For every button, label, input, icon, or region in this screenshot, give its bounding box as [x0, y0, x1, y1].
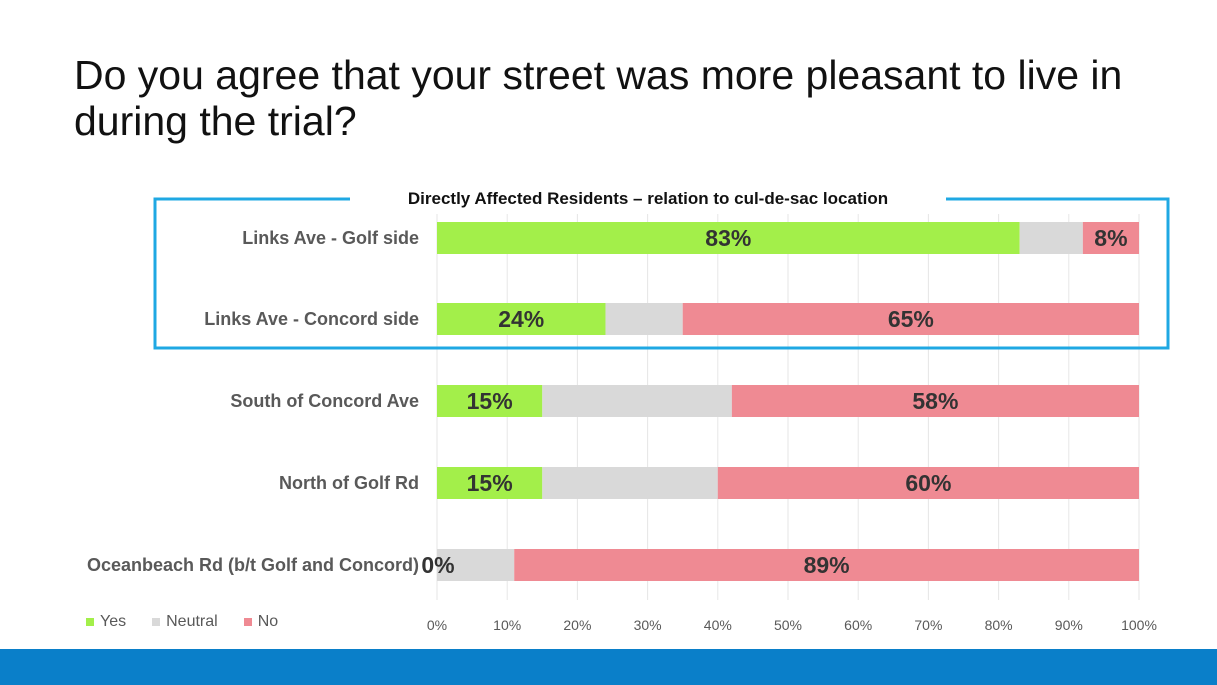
stacked-bar-chart: Directly Affected Residents – relation t… [86, 186, 1170, 633]
bar-segment-no [717, 467, 1139, 499]
bar-segment-neutral [542, 467, 718, 499]
bar-segment-no [682, 303, 1139, 335]
x-tick-label: 40% [704, 617, 732, 633]
data-label-no: 60% [905, 470, 951, 496]
legend-item-no: No [243, 613, 279, 631]
legend-label-neutral: Neutral [166, 613, 218, 630]
bar-segment-yes [437, 385, 543, 417]
group-box-label-backdrop [350, 186, 946, 210]
bar-segment-yes [437, 303, 606, 335]
category-label: North of Golf Rd [279, 473, 419, 493]
slide-title: Do you agree that your street was more p… [74, 52, 1123, 144]
data-label-yes: 0% [421, 552, 454, 578]
data-label-no: 89% [804, 552, 850, 578]
x-tick-label: 20% [563, 617, 591, 633]
legend-swatch-yes [86, 618, 94, 626]
x-tick-label: 80% [985, 617, 1013, 633]
x-tick-label: 70% [914, 617, 942, 633]
data-label-yes: 15% [467, 470, 513, 496]
group-box: Directly Affected Residents – relation t… [153, 186, 1170, 350]
bar-segment-no [514, 549, 1139, 581]
x-tick-label: 50% [774, 617, 802, 633]
bar-segment-no [731, 385, 1139, 417]
bar-segment-yes [437, 222, 1020, 254]
data-label-yes: 83% [705, 225, 751, 251]
x-tick-label: 90% [1055, 617, 1083, 633]
category-label: Oceanbeach Rd (b/t Golf and Concord) [87, 555, 419, 575]
legend-item-neutral: Neutral [152, 613, 218, 631]
bar-segment-no [1082, 222, 1139, 254]
x-tick-label: 100% [1121, 617, 1157, 633]
x-tick-label: 0% [427, 617, 447, 633]
data-label-no: 65% [888, 306, 934, 332]
x-tick-label: 30% [634, 617, 662, 633]
bars [437, 222, 1139, 581]
footer-band [0, 649, 1217, 685]
data-label-no: 8% [1094, 225, 1127, 251]
bar-segment-neutral [437, 549, 515, 581]
bar-segment-neutral [1019, 222, 1083, 254]
bar-segment-neutral [605, 303, 683, 335]
data-label-yes: 24% [498, 306, 544, 332]
bar-segment-neutral [542, 385, 732, 417]
legend-item-yes: Yes [86, 613, 126, 631]
legend-label-yes: Yes [100, 613, 127, 630]
data-label-yes: 15% [467, 388, 513, 414]
legend-label-no: No [257, 613, 279, 630]
group-box-label: Directly Affected Residents – relation t… [408, 189, 888, 208]
category-label: Links Ave - Concord side [204, 309, 419, 329]
data-label-no: 58% [912, 388, 958, 414]
bar-segment-yes [437, 467, 543, 499]
category-label: Links Ave - Golf side [242, 228, 419, 248]
legend: Yes Neutral No [86, 613, 278, 631]
labels: 0% 10% 20% 30% 40% 50% 60% 70% 80% 90% 100% Links A… [87, 225, 1157, 633]
legend-swatch-no [243, 618, 252, 626]
x-tick-label: 60% [844, 617, 872, 633]
legend-swatch-neutral [152, 618, 161, 626]
x-tick-label: 10% [493, 617, 521, 633]
category-label: South of Concord Ave [230, 391, 419, 411]
